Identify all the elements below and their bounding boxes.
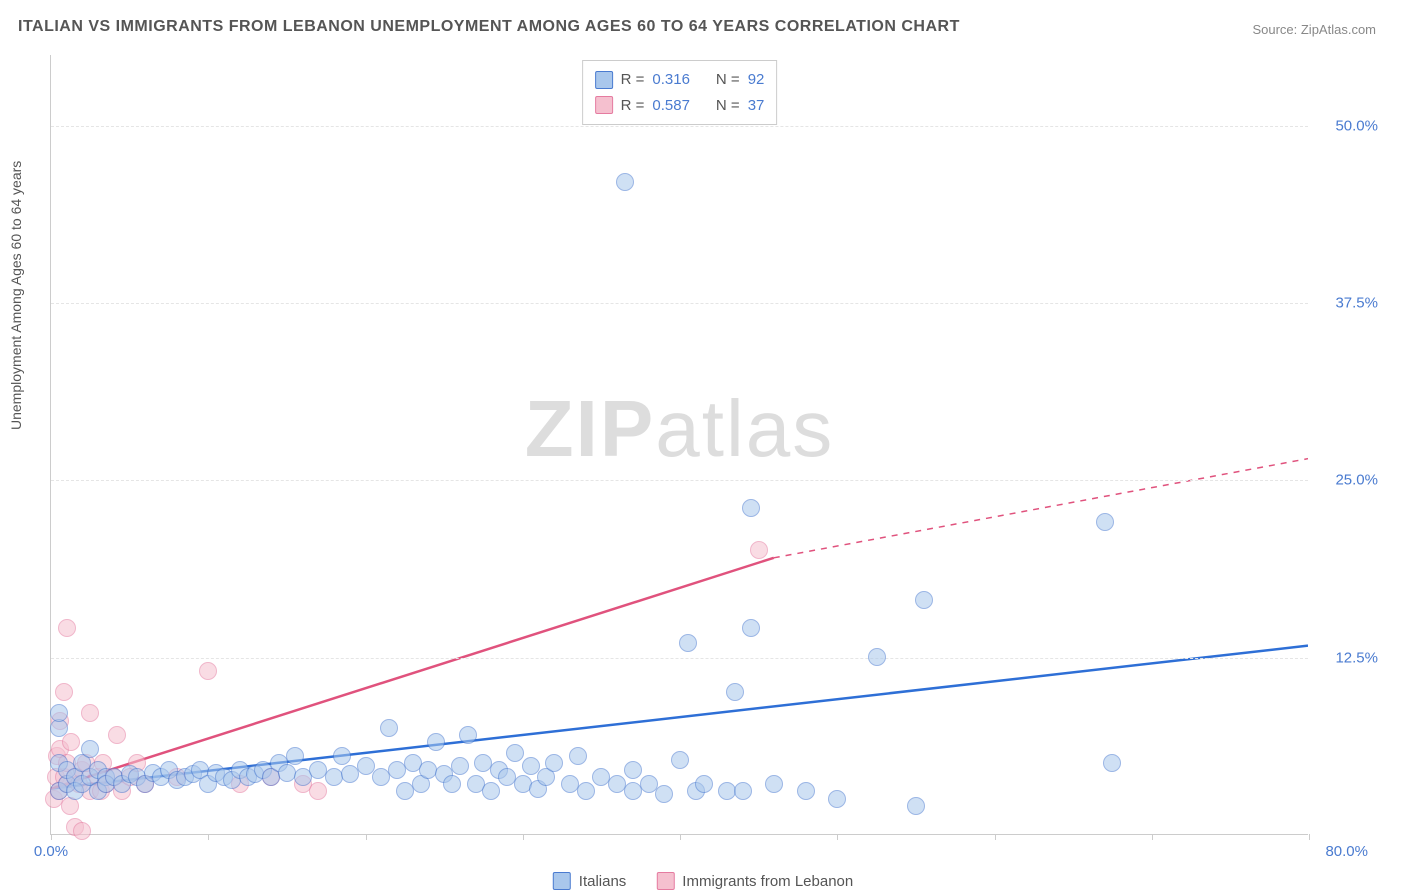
legend-item-italians: Italians	[553, 872, 627, 890]
watermark-bold: ZIP	[525, 384, 655, 473]
scatter-point-blue	[427, 733, 445, 751]
scatter-point-pink	[309, 782, 327, 800]
stat-legend-row-pink: R = 0.587 N = 37	[595, 93, 765, 119]
scatter-point-blue	[506, 744, 524, 762]
scatter-point-blue	[742, 499, 760, 517]
scatter-point-blue	[451, 757, 469, 775]
n-value: 92	[748, 67, 765, 93]
scatter-point-pink	[62, 733, 80, 751]
scatter-point-blue	[380, 719, 398, 737]
scatter-point-blue	[616, 173, 634, 191]
swatch-blue	[595, 71, 613, 89]
n-label: N =	[716, 67, 740, 93]
scatter-point-blue	[81, 740, 99, 758]
scatter-point-blue	[522, 757, 540, 775]
scatter-point-blue	[1103, 754, 1121, 772]
scatter-point-pink	[73, 822, 91, 840]
watermark: ZIPatlas	[525, 383, 834, 475]
scatter-point-pink	[750, 541, 768, 559]
legend-label: Immigrants from Lebanon	[682, 873, 853, 890]
x-tick-label: 80.0%	[1325, 843, 1368, 860]
scatter-point-blue	[915, 591, 933, 609]
grid-line	[51, 126, 1308, 127]
x-tick	[1152, 834, 1153, 840]
scatter-point-pink	[199, 662, 217, 680]
trend-lines-svg	[51, 55, 1308, 834]
scatter-point-blue	[734, 782, 752, 800]
n-value: 37	[748, 93, 765, 119]
scatter-point-blue	[482, 782, 500, 800]
scatter-point-blue	[459, 726, 477, 744]
source-label: Source: ZipAtlas.com	[1252, 22, 1376, 37]
x-tick	[837, 834, 838, 840]
scatter-point-blue	[671, 751, 689, 769]
scatter-point-blue	[333, 747, 351, 765]
scatter-point-blue	[655, 785, 673, 803]
swatch-pink	[595, 96, 613, 114]
watermark-thin: atlas	[655, 384, 834, 473]
swatch-blue	[553, 872, 571, 890]
swatch-pink	[656, 872, 674, 890]
x-tick-label: 0.0%	[34, 843, 68, 860]
x-tick	[366, 834, 367, 840]
scatter-point-blue	[695, 775, 713, 793]
scatter-point-pink	[58, 619, 76, 637]
scatter-point-blue	[907, 797, 925, 815]
x-tick	[995, 834, 996, 840]
r-value: 0.316	[652, 67, 690, 93]
scatter-point-blue	[868, 648, 886, 666]
legend-label: Italians	[579, 873, 627, 890]
scatter-point-blue	[742, 619, 760, 637]
y-axis-label: Unemployment Among Ages 60 to 64 years	[8, 161, 24, 430]
stat-legend-row-blue: R = 0.316 N = 92	[595, 67, 765, 93]
r-label: R =	[621, 93, 645, 119]
n-label: N =	[716, 93, 740, 119]
trend-line-pink-dash	[774, 459, 1308, 558]
scatter-point-blue	[50, 704, 68, 722]
scatter-point-blue	[545, 754, 563, 772]
y-tick-label: 50.0%	[1335, 117, 1378, 134]
legend-item-lebanon: Immigrants from Lebanon	[656, 872, 853, 890]
scatter-point-blue	[765, 775, 783, 793]
scatter-point-pink	[81, 704, 99, 722]
grid-line	[51, 480, 1308, 481]
x-tick	[680, 834, 681, 840]
r-label: R =	[621, 67, 645, 93]
scatter-point-blue	[624, 761, 642, 779]
scatter-point-blue	[286, 747, 304, 765]
scatter-point-blue	[828, 790, 846, 808]
bottom-legend: Italians Immigrants from Lebanon	[553, 872, 853, 890]
x-tick	[1309, 834, 1310, 840]
grid-line	[51, 303, 1308, 304]
scatter-point-pink	[108, 726, 126, 744]
scatter-point-blue	[726, 683, 744, 701]
y-tick-label: 12.5%	[1335, 649, 1378, 666]
scatter-point-blue	[1096, 513, 1114, 531]
scatter-point-blue	[797, 782, 815, 800]
x-tick	[208, 834, 209, 840]
plot-area: ZIPatlas R = 0.316 N = 92 R = 0.587 N = …	[50, 55, 1308, 835]
stat-legend: R = 0.316 N = 92 R = 0.587 N = 37	[582, 60, 778, 125]
r-value: 0.587	[652, 93, 690, 119]
scatter-point-blue	[443, 775, 461, 793]
scatter-point-blue	[577, 782, 595, 800]
grid-line	[51, 658, 1308, 659]
scatter-point-blue	[357, 757, 375, 775]
scatter-point-blue	[569, 747, 587, 765]
y-tick-label: 37.5%	[1335, 295, 1378, 312]
chart-title: ITALIAN VS IMMIGRANTS FROM LEBANON UNEMP…	[18, 18, 960, 36]
x-tick	[523, 834, 524, 840]
y-tick-label: 25.0%	[1335, 472, 1378, 489]
scatter-point-blue	[679, 634, 697, 652]
scatter-point-pink	[55, 683, 73, 701]
x-tick	[51, 834, 52, 840]
